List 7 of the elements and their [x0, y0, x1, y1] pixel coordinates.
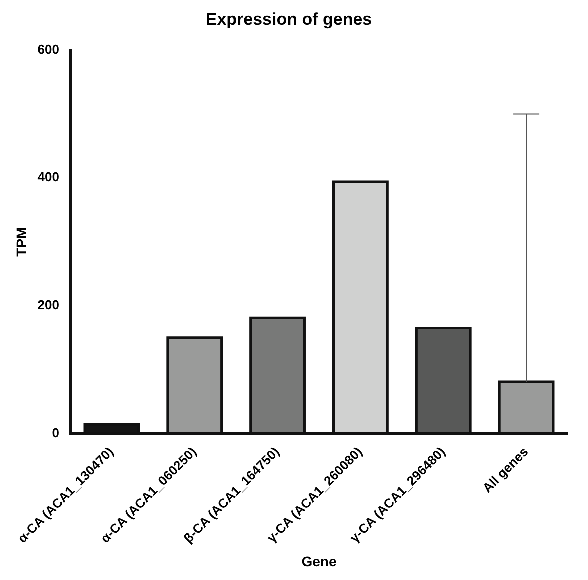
y-tick-label: 600 — [38, 42, 60, 57]
y-tick-label: 200 — [38, 298, 60, 313]
y-tick-label: 400 — [38, 170, 60, 185]
y-axis-title: TPM — [13, 227, 30, 257]
x-axis-title: Gene — [302, 553, 337, 570]
chart-title: Expression of genes — [206, 10, 372, 29]
y-tick-label: 0 — [52, 425, 60, 440]
